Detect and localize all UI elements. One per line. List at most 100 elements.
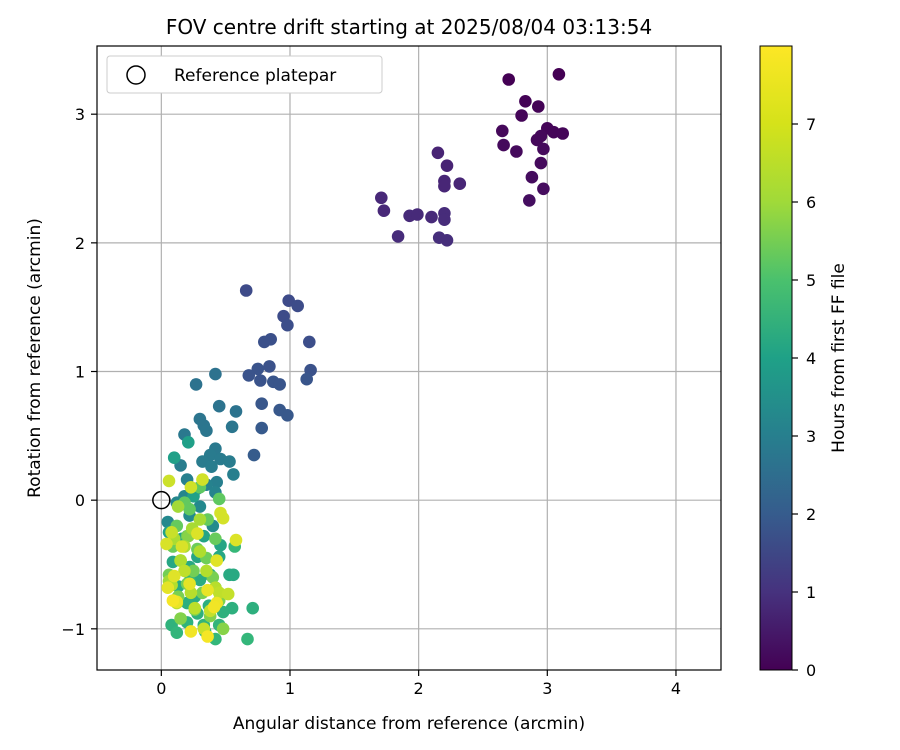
data-point (184, 625, 198, 638)
y-tick-label: 3 (75, 105, 85, 124)
data-point (515, 109, 528, 122)
data-point (205, 460, 218, 474)
x-tick-label: 0 (156, 679, 166, 698)
colorbar-gradient (759, 45, 793, 671)
data-point (200, 564, 213, 578)
data-point (438, 213, 451, 226)
data-point (281, 318, 294, 332)
data-point (183, 577, 196, 591)
data-point (212, 399, 226, 413)
data-point (201, 583, 214, 597)
data-point (227, 568, 240, 582)
data-point (258, 335, 271, 349)
data-point (303, 335, 316, 349)
data-point (165, 526, 178, 539)
data-point (291, 299, 305, 313)
data-point (187, 564, 200, 578)
data-point (377, 204, 391, 217)
y-tick-label: 2 (75, 234, 85, 253)
x-axis-label: Angular distance from reference (arcmin) (233, 714, 585, 734)
data-point (532, 100, 545, 113)
legend: Reference platepar (106, 55, 383, 94)
data-point (537, 182, 550, 196)
data-point (188, 601, 202, 615)
colorbar-tick-label: 1 (806, 583, 816, 602)
chart-title: FOV centre drift starting at 2025/08/04 … (166, 15, 652, 39)
data-point (523, 194, 536, 207)
data-point (182, 436, 195, 449)
y-tick-label: 0 (75, 491, 85, 510)
colorbar: 0 1 2 3 4 5 6 7 Hours from first FF file (759, 45, 849, 680)
data-point (251, 362, 265, 376)
data-point (431, 146, 445, 160)
y-axis-ticks: −1 0 1 2 3 (61, 105, 97, 639)
data-point (391, 230, 405, 243)
data-point (440, 159, 454, 172)
data-point (171, 500, 185, 513)
y-axis-label: Rotation from reference (arcmin) (25, 218, 45, 498)
colorbar-tick-label: 4 (806, 349, 816, 368)
data-point (193, 513, 207, 526)
data-point (223, 455, 236, 468)
x-tick-label: 1 (285, 679, 295, 698)
data-point (189, 378, 203, 391)
legend-box (106, 55, 383, 94)
data-point (440, 234, 454, 247)
colorbar-tick-label: 3 (806, 427, 816, 446)
data-point (281, 409, 294, 422)
data-point (161, 581, 175, 594)
data-point (209, 367, 222, 381)
data-point (556, 127, 569, 140)
data-point (216, 622, 230, 636)
data-point (175, 540, 189, 553)
data-point (496, 124, 509, 138)
data-point (207, 600, 221, 614)
y-tick-label: 1 (75, 363, 85, 382)
data-point (375, 191, 388, 205)
data-point (425, 210, 438, 224)
data-point (534, 156, 548, 170)
data-point (212, 492, 226, 506)
data-point (300, 372, 314, 386)
data-point (193, 573, 207, 587)
data-point (221, 587, 235, 601)
data-point (162, 474, 176, 488)
data-point (196, 473, 209, 486)
legend-marker-reference (126, 65, 146, 85)
plot-frame (96, 45, 722, 671)
data-point (552, 68, 566, 81)
x-tick-label: 3 (542, 679, 552, 698)
data-point (453, 177, 467, 190)
data-point (246, 601, 259, 615)
data-point (438, 179, 451, 193)
colorbar-tick-label: 7 (806, 115, 816, 134)
data-point (167, 451, 181, 465)
data-point (510, 145, 523, 158)
data-point (193, 545, 207, 558)
data-point (525, 170, 539, 184)
reference-platepar-marker (152, 490, 171, 510)
data-point (229, 533, 243, 547)
data-point (242, 369, 256, 382)
data-point (166, 594, 180, 607)
colorbar-tick-label: 2 (806, 505, 816, 524)
data-point (210, 475, 223, 489)
data-point (216, 511, 230, 525)
data-point (201, 630, 214, 643)
data-point (519, 95, 532, 108)
data-point (227, 468, 240, 481)
data-point (411, 208, 424, 221)
data-point (174, 612, 187, 625)
colorbar-tick-label: 0 (806, 661, 816, 680)
data-point (200, 424, 213, 438)
data-point (174, 554, 187, 567)
data-point (502, 73, 515, 86)
data-point (160, 537, 173, 551)
data-point (178, 564, 191, 578)
data-point (239, 284, 253, 297)
data-point (184, 481, 198, 494)
colorbar-ticks: 0 1 2 3 4 5 6 7 (792, 115, 816, 680)
data-point (537, 142, 550, 156)
colorbar-tick-label: 5 (806, 271, 816, 290)
